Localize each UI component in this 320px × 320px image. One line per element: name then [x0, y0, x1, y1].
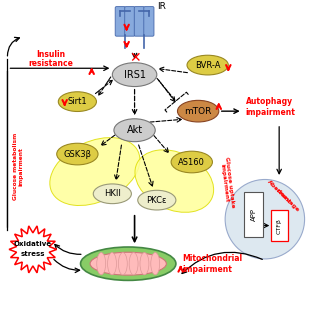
Ellipse shape — [97, 252, 106, 275]
Ellipse shape — [93, 184, 132, 204]
Ellipse shape — [81, 247, 176, 280]
Ellipse shape — [58, 92, 96, 111]
Text: resistance: resistance — [28, 59, 73, 68]
Circle shape — [225, 180, 305, 259]
FancyBboxPatch shape — [244, 192, 263, 237]
Ellipse shape — [138, 190, 176, 210]
Text: CTFβ: CTFβ — [277, 218, 282, 234]
Text: APP: APP — [251, 208, 257, 221]
Text: stress: stress — [21, 251, 45, 257]
Text: Oxidative: Oxidative — [14, 241, 52, 247]
Text: mTOR: mTOR — [184, 107, 212, 116]
Ellipse shape — [135, 150, 214, 212]
FancyBboxPatch shape — [134, 7, 144, 36]
Ellipse shape — [118, 252, 127, 275]
Ellipse shape — [187, 55, 228, 75]
Ellipse shape — [108, 252, 116, 275]
Polygon shape — [9, 226, 57, 273]
Text: cleavage: cleavage — [275, 188, 300, 213]
Text: BVR-A: BVR-A — [195, 60, 220, 69]
Ellipse shape — [50, 138, 140, 205]
Text: Glucose uptake
impairment: Glucose uptake impairment — [218, 156, 235, 209]
Text: Autophagy: Autophagy — [246, 97, 293, 106]
Ellipse shape — [114, 119, 155, 142]
Text: Mitochondrial: Mitochondrial — [182, 253, 242, 262]
Text: GSK3β: GSK3β — [63, 149, 92, 159]
Text: IRS1: IRS1 — [124, 70, 146, 80]
Ellipse shape — [112, 63, 157, 86]
Text: impairment: impairment — [182, 265, 232, 274]
Ellipse shape — [129, 252, 138, 275]
Ellipse shape — [151, 252, 160, 275]
Ellipse shape — [90, 252, 166, 275]
Ellipse shape — [57, 143, 98, 165]
Ellipse shape — [140, 252, 149, 275]
FancyBboxPatch shape — [125, 7, 135, 36]
Text: Glucose metabolism
impairment: Glucose metabolism impairment — [13, 133, 24, 200]
Text: ✕: ✕ — [129, 51, 140, 65]
Text: impairment: impairment — [246, 108, 296, 117]
Text: PKCε: PKCε — [147, 196, 167, 205]
FancyBboxPatch shape — [271, 210, 288, 242]
FancyBboxPatch shape — [144, 7, 154, 36]
Text: Sirt1: Sirt1 — [68, 97, 87, 106]
Text: Akt: Akt — [126, 125, 143, 135]
FancyBboxPatch shape — [115, 7, 125, 36]
Ellipse shape — [178, 100, 219, 122]
Text: AS160: AS160 — [178, 157, 205, 166]
Text: Aberrant: Aberrant — [266, 179, 292, 205]
Text: IR: IR — [157, 3, 166, 12]
Text: Insulin: Insulin — [36, 50, 65, 59]
Ellipse shape — [171, 151, 212, 173]
Text: HKII: HKII — [104, 189, 121, 198]
